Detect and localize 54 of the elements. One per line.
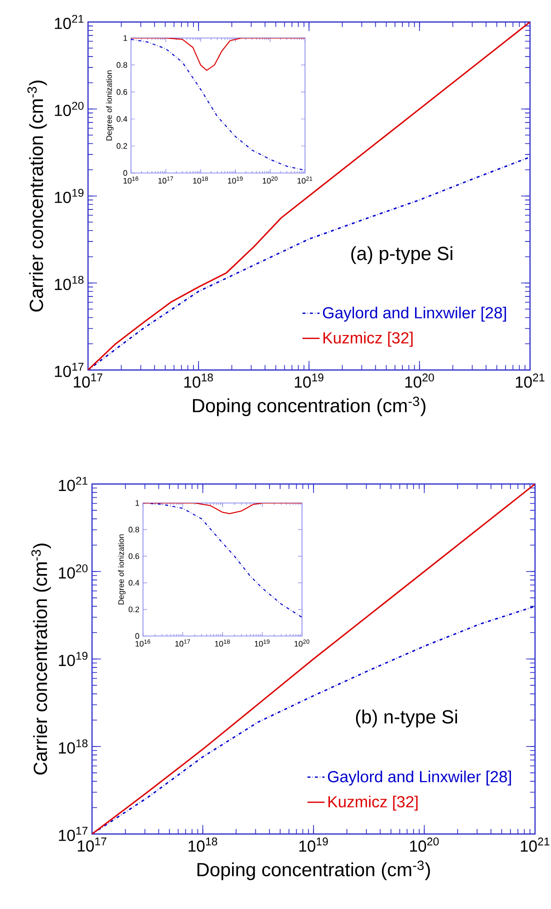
- y-tick-label: 10$^{20}$: [58, 564, 88, 579]
- y-tick-label: 1: [124, 35, 128, 41]
- y-tick-label: 0.2: [116, 143, 128, 149]
- y-tick-label: 10$^{18}$: [54, 276, 84, 290]
- y-tick-label: 0.6: [128, 553, 140, 560]
- y-tick-label: 10$^{18}$: [58, 739, 88, 754]
- y-tick-label: 0.6: [116, 89, 128, 95]
- y-axis-title: Carrier concentration (cm$^{-3}$): [27, 80, 47, 312]
- x-tick-label: 10$^{21}$: [516, 374, 544, 388]
- x-axis-title: Doping concentration (cm$^{-3}$): [198, 860, 430, 880]
- x-tick-label: 10$^{19}$: [294, 374, 324, 388]
- y-tick-label: 10$^{19}$: [54, 188, 84, 204]
- line-series: [131, 38, 306, 171]
- x-tick-label: 10$^{16}$: [136, 640, 150, 647]
- y-tick-label: 0.8: [128, 526, 140, 532]
- y-tick-label: 10$^{20}$: [54, 102, 84, 116]
- x-tick-label: 10$^{18}$: [184, 374, 213, 388]
- line-series: [88, 156, 530, 370]
- y-tick-label: 10$^{21}$: [54, 14, 84, 30]
- legend-label: Gaylord and Linxwiler [28]: [322, 306, 506, 322]
- legend-label: Gaylord and Linxwiler [28]: [328, 770, 511, 786]
- y-axis-title: Degree of ionization: [118, 534, 126, 604]
- x-tick-label: 10$^{18}$: [188, 838, 218, 852]
- y-tick-label: 10$^{19}$: [58, 652, 88, 666]
- y-axis-title: Carrier concentration (cm$^{-3}$): [31, 544, 51, 775]
- y-tick-label: 10$^{21}$: [58, 476, 88, 492]
- x-tick-label: 10$^{20}$: [405, 374, 434, 388]
- x-tick-label: 10$^{18}$: [215, 640, 230, 647]
- x-tick-label: 10$^{20}$: [262, 176, 278, 184]
- x-tick-label: 10$^{16}$: [124, 176, 138, 184]
- y-tick-label: 0.2: [128, 606, 140, 612]
- x-tick-label: 10$^{17}$: [158, 176, 174, 184]
- x-tick-label: 10$^{17}$: [175, 640, 190, 647]
- x-tick-label: 10$^{19}$: [254, 640, 270, 647]
- x-tick-label: 10$^{19}$: [228, 176, 243, 184]
- x-tick-label: 10$^{20}$: [294, 640, 310, 647]
- x-tick-label: 10$^{21}$: [520, 838, 550, 852]
- y-tick-label: 0.4: [128, 580, 140, 586]
- x-tick-label: 10$^{21}$: [298, 176, 312, 184]
- y-axis-title: Degree of ionization: [106, 70, 114, 140]
- line-series: [92, 606, 536, 834]
- y-tick-label: 0: [123, 170, 128, 176]
- x-tick-label: 10$^{19}$: [299, 838, 328, 852]
- legend-label: Kuzmicz [32]: [328, 796, 418, 811]
- legend-label: Kuzmicz [32]: [323, 332, 413, 347]
- x-axis-title: Doping concentration (cm$^{-3}$): [193, 396, 426, 416]
- x-tick-label: 10$^{18}$: [193, 176, 208, 184]
- y-tick-label: 0.8: [116, 62, 128, 68]
- annotation: (b) n-type Si: [356, 710, 457, 728]
- y-tick-label: 1: [136, 500, 140, 506]
- x-tick-label: 10$^{20}$: [410, 838, 439, 852]
- y-tick-label: 0: [135, 633, 140, 639]
- annotation: (a) p-type Si: [351, 246, 452, 264]
- y-tick-label: 0.4: [116, 116, 128, 122]
